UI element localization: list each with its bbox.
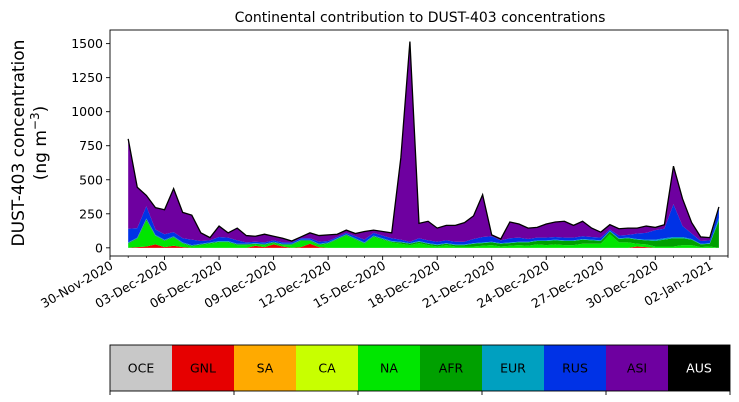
legend: OCE GNL SA CA NA AFR EUR RUS ASI AUS (109, 344, 731, 395)
area-series-rus (128, 204, 719, 246)
legend-swatch-na (358, 345, 420, 391)
y-axis-label-units: (ng m−3) (28, 106, 51, 181)
chart-title: Continental contribution to DUST-403 con… (235, 10, 606, 26)
area-series-afr (128, 219, 719, 248)
y-axis-unit-close: ) (31, 106, 51, 113)
legend-frame (109, 344, 731, 392)
y-tick-label-1500: 1500 (71, 36, 103, 51)
legend-swatch-asi (606, 345, 668, 391)
legend-swatch-gnl (172, 345, 234, 391)
legend-label-rus: RUS (562, 361, 588, 376)
legend-label-asi: ASI (627, 361, 647, 376)
area-series-asi (128, 41, 719, 243)
y-tick-label-1250: 1250 (71, 70, 103, 85)
legend-swatch-aus (668, 345, 730, 391)
legend-label-sa: SA (257, 361, 274, 376)
legend-label-oce: OCE (128, 361, 155, 376)
y-tick-label-750: 750 (79, 138, 103, 153)
legend-label-ca: CA (318, 361, 336, 376)
legend-swatch-rus (544, 345, 606, 391)
legend-swatch-eur (482, 345, 544, 391)
total-outline-line (127, 41, 720, 242)
y-axis-unit-exponent: −3 (28, 112, 42, 130)
axes: 025050075010001250150030-Nov-202003-Dec-… (38, 29, 729, 311)
area-series-aus (128, 41, 719, 242)
plot-area (127, 41, 720, 248)
y-axis-label-line1: DUST-403 concentration (9, 40, 29, 247)
legend-label-aus: AUS (686, 361, 712, 376)
legend-swatch-sa (234, 345, 296, 391)
legend-label-gnl: GNL (190, 361, 216, 376)
legend-swatch-oce (110, 345, 172, 391)
y-tick-label-0: 0 (95, 240, 103, 255)
y-axis-label: DUST-403 concentration (9, 40, 29, 247)
y-tick-label-500: 500 (79, 172, 103, 187)
legend-swatch-afr (420, 345, 482, 391)
y-axis-unit-base: (ng m (31, 130, 51, 180)
y-tick-label-250: 250 (79, 206, 103, 221)
area-series-gnl (128, 243, 719, 248)
legend-label-na: NA (380, 361, 398, 376)
legend-label-afr: AFR (439, 361, 464, 376)
legend-label-eur: EUR (500, 361, 526, 376)
legend-swatch-ca (296, 345, 358, 391)
y-tick-label-1000: 1000 (71, 104, 103, 119)
